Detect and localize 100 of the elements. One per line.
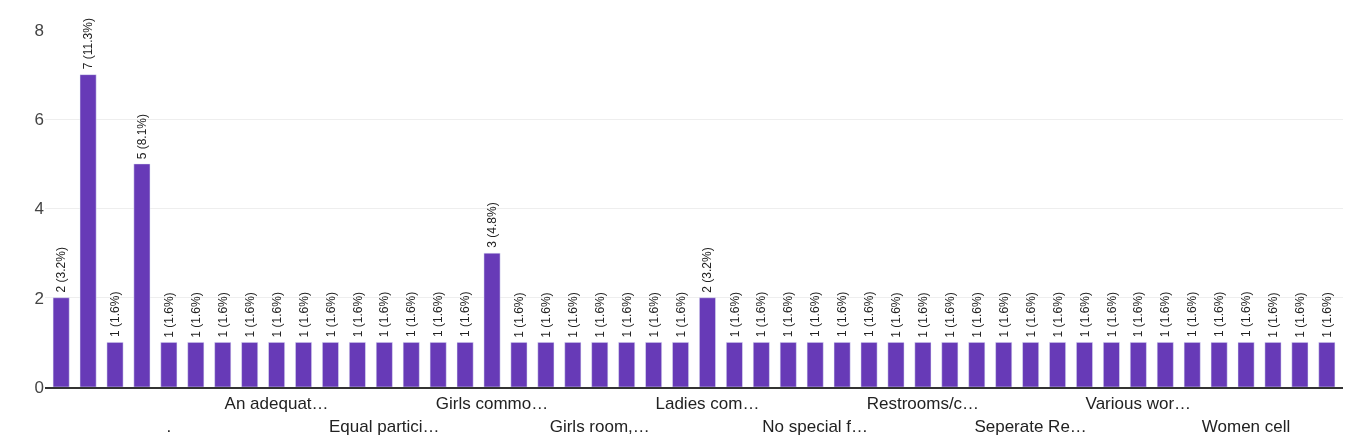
data-label: 1 (1.6%) [862,291,877,337]
data-label: 1 (1.6%) [727,291,742,338]
x-tick-label: . [166,416,172,436]
data-label: 2 (3.2%) [700,247,715,293]
bar [241,342,258,387]
bar [322,342,339,387]
bar [752,342,770,387]
data-label: 1 (1.6%) [1293,292,1308,338]
bar [1183,342,1201,387]
data-label: 1 (1.6%) [377,291,392,338]
bar [375,342,393,387]
data-label: 1 (1.6%) [1023,292,1038,338]
x-tick-label: Restrooms/c… [866,394,980,414]
y-tick-label: 0 [34,377,44,397]
bar [1130,342,1147,387]
data-label: 1 (1.6%) [404,291,419,338]
bar [295,342,312,387]
x-tick-label: Girls room,… [549,416,650,436]
bar [914,342,932,387]
x-tick-label: An adequat… [224,394,329,414]
data-label: 3 (4.8%) [485,202,500,248]
data-label: 1 (1.6%) [1050,292,1065,338]
data-label: 1 (1.6%) [458,291,473,337]
data-label: 1 (1.6%) [1239,291,1254,337]
x-tick-label: Equal partici… [329,416,440,436]
data-label: 1 (1.6%) [269,292,284,338]
data-label: 1 (1.6%) [969,292,984,338]
data-label: 1 (1.6%) [781,291,796,338]
bar [941,342,959,387]
bar [806,342,824,387]
data-label: 1 (1.6%) [350,291,365,338]
bar [726,342,743,387]
bar [1291,342,1309,387]
bar [779,342,797,387]
data-label: 1 (1.6%) [188,292,203,338]
data-label: 1 (1.6%) [592,292,607,338]
data-label: 1 (1.6%) [108,291,123,337]
y-tick-label: 8 [34,20,44,40]
data-label: 1 (1.6%) [754,291,769,338]
x-tick-label: Ladies com… [655,394,760,414]
x-tick-label: Various wor… [1085,394,1192,414]
y-tick-label: 2 [34,288,44,308]
data-label: 1 (1.6%) [565,292,580,338]
data-label: 1 (1.6%) [646,292,661,338]
data-label: 1 (1.6%) [323,291,338,338]
bar [214,342,232,387]
bar [1318,342,1336,387]
bar [349,342,366,387]
bar [1210,342,1228,387]
y-tick-label: 6 [34,110,44,130]
bar [618,342,636,387]
bar [1237,342,1255,387]
bar [187,342,205,387]
data-label: 1 (1.6%) [942,292,957,338]
data-label: 1 (1.6%) [431,291,446,338]
data-label: 1 (1.6%) [1104,291,1119,338]
bar [995,342,1013,387]
bar [402,342,420,387]
bar [833,342,851,387]
data-label: 1 (1.6%) [996,292,1011,338]
bar [564,342,582,387]
data-label: 7 (11.3%) [80,18,95,70]
bar [429,342,447,387]
data-label: 1 (1.6%) [916,292,931,338]
bar [1022,342,1039,387]
data-label: 1 (1.6%) [512,292,527,338]
data-label: 1 (1.6%) [539,292,554,338]
data-label: 5 (8.1%) [134,113,149,160]
bar [268,342,285,387]
data-label: 1 (1.6%) [889,292,904,338]
x-tick-label: No special f… [762,416,869,436]
bar [456,342,474,387]
bar [860,342,878,387]
x-tick-label: Girls commo… [435,394,549,414]
data-label: 1 (1.6%) [296,292,311,338]
data-label: 1 (1.6%) [835,291,850,337]
bar [1103,342,1120,387]
data-label: 1 (1.6%) [1212,291,1227,337]
data-label: 1 (1.6%) [673,292,688,338]
data-label: 1 (1.6%) [1158,291,1173,338]
bar [672,342,689,387]
bar [1264,342,1282,387]
data-label: 1 (1.6%) [808,291,823,338]
data-label: 1 (1.6%) [619,292,634,338]
bar [887,342,905,387]
bar [1076,342,1093,387]
data-label: 2 (3.2%) [53,247,68,293]
data-label: 1 (1.6%) [242,292,257,338]
data-label: 1 (1.6%) [215,292,230,338]
bar [645,342,662,387]
data-label: 1 (1.6%) [1131,291,1146,338]
data-label: 1 (1.6%) [162,292,176,338]
bar [591,342,609,387]
bar [968,342,986,387]
x-tick-label: Women cell [1201,416,1291,436]
bar [160,342,178,387]
data-label: 1 (1.6%) [1266,292,1281,338]
bar [106,342,124,387]
x-tick-label: Seperate Re… [974,416,1087,436]
bar [537,342,555,387]
